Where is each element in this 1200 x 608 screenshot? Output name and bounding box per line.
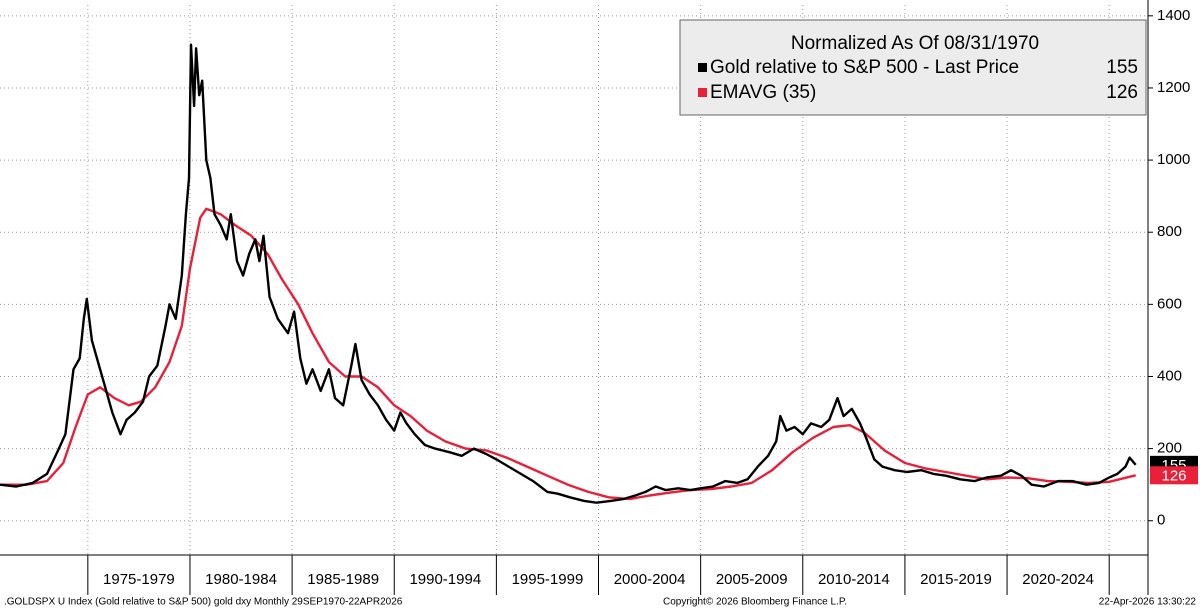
legend: Normalized As Of 08/31/1970 Gold relative… (679, 19, 1147, 116)
legend-swatch (698, 88, 707, 97)
x-band-label: 1980-1984 (205, 571, 277, 588)
series-line (0, 207, 1136, 501)
y-tick-label: 400 (1157, 367, 1182, 384)
legend-title: Normalized As Of 08/31/1970 (791, 33, 1039, 54)
badge-box (1150, 466, 1198, 485)
y-tick-label: 200 (1157, 440, 1182, 457)
x-band-label: 2005-2009 (716, 571, 788, 588)
legend-box (679, 19, 1147, 116)
footer-left: .GOLDSPX U Index (Gold relative to S&P 5… (4, 597, 403, 608)
x-band-label: 2000-2004 (614, 571, 686, 588)
last-value-badge: 126 (1150, 466, 1198, 485)
legend-value: 126 (1106, 82, 1138, 103)
y-tick-label: 0 (1157, 512, 1165, 529)
footer-right: 22-Apr-2026 13:30:22 (1099, 597, 1197, 608)
badge-label: 126 (1161, 467, 1186, 484)
y-tick-label: 1000 (1157, 151, 1190, 168)
x-band-label: 1995-1999 (512, 571, 584, 588)
x-band-label: 2010-2014 (818, 571, 890, 588)
y-tick-label: 600 (1157, 295, 1182, 312)
legend-value: 155 (1106, 57, 1138, 78)
y-tick-label: 800 (1157, 223, 1182, 240)
x-band-label: 1975-1979 (103, 571, 175, 588)
x-band-label: 2020-2024 (1022, 571, 1094, 588)
y-tick-label: 1400 (1157, 7, 1190, 24)
legend-label: Gold relative to S&P 500 - Last Price (710, 57, 1019, 78)
footer-center: Copyright© 2026 Bloomberg Finance L.P. (663, 597, 847, 608)
y-tick-label: 1200 (1157, 79, 1190, 96)
x-band-label: 2015-2019 (920, 571, 992, 588)
series-line (0, 43, 1137, 504)
legend-label: EMAVG (35) (710, 82, 816, 103)
legend-swatch (698, 63, 707, 72)
x-band-label: 1990-1994 (409, 571, 481, 588)
x-band-label: 1985-1989 (307, 571, 379, 588)
